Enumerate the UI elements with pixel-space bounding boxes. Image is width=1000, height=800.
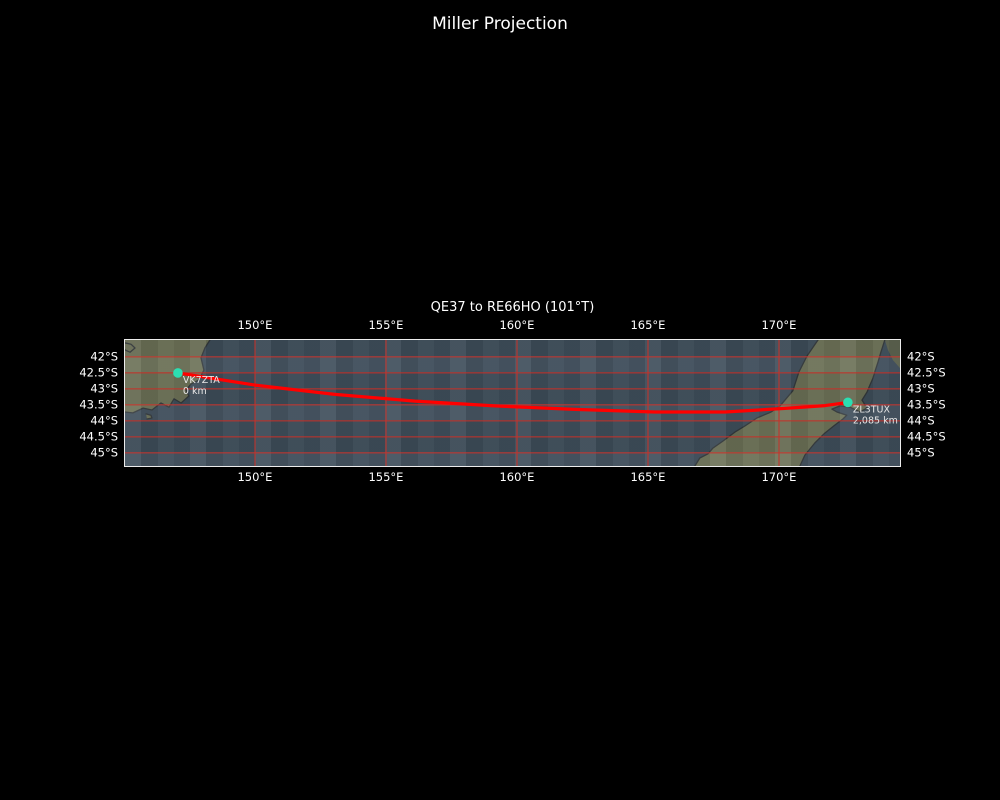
x-tick-label-top: 155°E xyxy=(368,318,404,332)
y-tick-label-left: 42°S xyxy=(90,349,118,364)
new-zealand-landmass xyxy=(694,340,885,466)
figure-title: Miller Projection xyxy=(432,14,568,34)
y-tick-label-left: 45°S xyxy=(90,445,118,460)
x-tick-label-bottom: 170°E xyxy=(761,470,797,484)
x-tick-label-top: 170°E xyxy=(761,318,797,332)
station-distance-label: 2,085 km xyxy=(853,415,898,426)
coastline xyxy=(125,342,136,353)
x-tick-label-bottom: 160°E xyxy=(499,470,535,484)
y-tick-label-left: 43°S xyxy=(90,381,118,396)
y-tick-label-left: 43.5°S xyxy=(79,397,118,412)
station-distance-label: 0 km xyxy=(183,386,207,397)
x-tick-label-bottom: 150°E xyxy=(237,470,273,484)
y-tick-label-left: 44°S xyxy=(90,413,118,428)
y-tick-label-right: 42°S xyxy=(907,349,935,364)
map-plot-area: VK7ZTA 0 km ZL3TUX 2,085 km xyxy=(124,339,901,467)
great-circle-path xyxy=(176,371,850,414)
marlborough-corner-landmass xyxy=(884,340,900,369)
station-marker xyxy=(173,368,183,378)
y-tick-label-right: 43°S xyxy=(907,381,935,396)
basemap-svg xyxy=(125,340,900,466)
coastline xyxy=(694,340,819,466)
x-tick-label-top: 165°E xyxy=(630,318,666,332)
station-callsign-label: ZL3TUX xyxy=(853,404,891,415)
x-tick-label-bottom: 165°E xyxy=(630,470,666,484)
x-tick-label-bottom: 155°E xyxy=(368,470,404,484)
x-tick-label-top: 160°E xyxy=(499,318,535,332)
coastline xyxy=(125,340,211,414)
coastline xyxy=(145,413,153,420)
y-tick-label-left: 44.5°S xyxy=(79,429,118,444)
map-subtitle: QE37 to RE66HO (101°T) xyxy=(430,300,595,315)
y-tick-label-right: 44.5°S xyxy=(907,429,946,444)
y-tick-label-right: 43.5°S xyxy=(907,397,946,412)
y-tick-label-right: 42.5°S xyxy=(907,365,946,380)
tasmania-landmass xyxy=(125,340,210,413)
x-tick-label-top: 150°E xyxy=(237,318,273,332)
station-marker xyxy=(843,397,853,408)
station-callsign-label: VK7ZTA xyxy=(183,375,220,386)
y-tick-label-right: 44°S xyxy=(907,413,935,428)
y-tick-label-right: 45°S xyxy=(907,445,935,460)
coastline xyxy=(799,340,886,466)
y-tick-label-left: 42.5°S xyxy=(79,365,118,380)
